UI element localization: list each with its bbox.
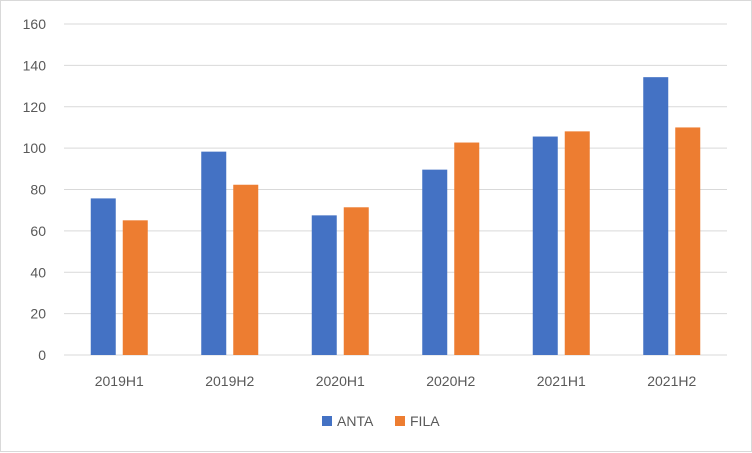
bar-anta-2019h1 [90,198,116,355]
x-tick-label: 2019H2 [205,373,254,389]
y-tick-label: 60 [30,223,46,239]
bar-fila-2021h1 [564,131,590,355]
bar-anta-2019h2 [201,151,227,355]
bar-fila-2020h2 [454,142,480,355]
x-tick-label: 2021H1 [537,373,586,389]
y-tick-label: 20 [30,306,46,322]
legend-swatch-anta [322,416,332,426]
y-tick-label: 80 [30,182,46,198]
legend-label-anta: ANTA [337,413,374,429]
legend-swatch-fila [395,416,405,426]
x-tick-label: 2021H2 [647,373,696,389]
legend-label-fila: FILA [410,413,440,429]
gridlines [64,23,727,356]
x-tick-label: 2019H1 [95,373,144,389]
bar-fila-2019h2 [233,184,259,355]
bar-anta-2021h1 [532,136,558,355]
bar-anta-2020h2 [422,169,448,355]
y-tick-label: 40 [30,264,46,280]
bar-fila-2021h2 [675,127,701,355]
y-tick-label: 0 [38,347,46,363]
bars [90,77,701,356]
y-tick-label: 160 [23,16,47,32]
x-tick-label: 2020H2 [426,373,475,389]
bar-fila-2020h1 [343,207,369,355]
x-axis-ticks: 2019H1 2019H2 2020H1 2020H2 2021H1 2021H2 [95,373,697,389]
y-tick-label: 120 [23,99,47,115]
y-tick-label: 140 [23,57,47,73]
bar-anta-2021h2 [643,77,669,356]
y-tick-label: 100 [23,140,47,156]
y-axis-ticks: 0 20 40 60 80 100 120 140 160 [23,16,47,363]
bar-fila-2019h1 [122,220,148,355]
legend: ANTA FILA [322,413,440,429]
x-tick-label: 2020H1 [316,373,365,389]
bar-anta-2020h1 [311,215,337,355]
